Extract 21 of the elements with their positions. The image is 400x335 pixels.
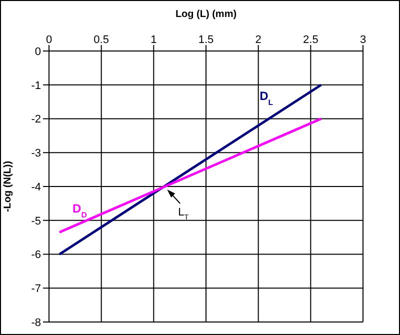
y-tick-label: 0: [34, 46, 41, 58]
annotation: L$_{T}$: [178, 206, 190, 222]
y-tick-label: -3: [31, 148, 41, 160]
y-tick-label: -1: [31, 80, 41, 92]
y-tick-label: -5: [31, 215, 41, 228]
x-tick-label: 3: [360, 34, 366, 46]
y-axis-title: -Log (N(L)): [2, 160, 14, 212]
y-tick-label: -7: [31, 283, 41, 296]
y-tick-label: -4: [31, 181, 41, 194]
y-tick-label: -6: [31, 249, 41, 262]
y-tick-label: -8: [31, 316, 41, 329]
x-tick-label: 0.5: [94, 34, 109, 46]
y-tick-label: -2: [31, 114, 41, 126]
series-label: D$_{L}$: [260, 89, 274, 107]
x-tick-label: 2.5: [303, 34, 318, 46]
x-axis-title: Log (L) (mm): [175, 9, 237, 20]
x-tick-label: 0: [46, 34, 52, 46]
series-label: D$_{D}$: [72, 202, 88, 220]
x-tick-label: 1.5: [198, 34, 214, 46]
x-tick-label: 2: [255, 34, 262, 46]
x-tick-label: 1: [150, 34, 157, 46]
